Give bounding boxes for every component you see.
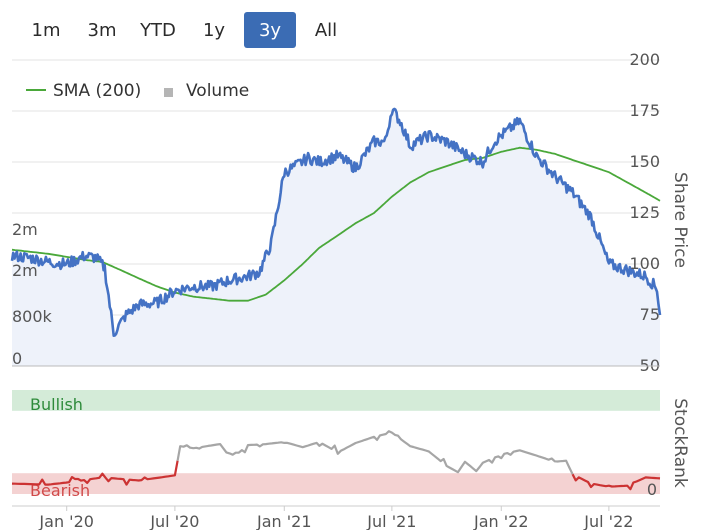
range-tab-3m[interactable]: 3m <box>87 19 117 41</box>
price-y-tick-label: 100 <box>629 254 660 273</box>
volume-y-axis: 0 800k 2m 2m <box>12 220 53 368</box>
stockrank-line-bearish <box>571 473 661 491</box>
sma-line <box>11 146 661 302</box>
stockrank-lines <box>11 430 661 491</box>
range-tabs: 1m 3m YTD 1y 3y All <box>20 12 352 48</box>
stockrank-panel: Bullish Bearish 0 StockRank <box>11 390 690 500</box>
range-tab-all[interactable]: All <box>314 19 338 41</box>
price-y-tick-label: 125 <box>629 203 660 222</box>
range-tab-ytd[interactable]: YTD <box>140 19 176 41</box>
volume-y-tick-label: 800k <box>12 307 53 326</box>
volume-y-tick-label: 2m <box>12 220 38 239</box>
price-y-tick-label: 75 <box>640 305 660 324</box>
x-tick-label: Jan '20 <box>38 512 94 530</box>
bullish-band-label: Bullish <box>30 395 83 414</box>
price-y-tick-label: 175 <box>629 101 660 120</box>
volume-y-tick-label: 2m <box>12 261 38 280</box>
range-tab-1y[interactable]: 1y <box>202 19 226 41</box>
price-y-tick-label: 150 <box>629 152 660 171</box>
volume-legend-swatch <box>164 88 173 97</box>
x-tick-label: Jul '21 <box>366 512 416 530</box>
bearish-band-label: Bearish <box>30 481 90 500</box>
stockrank-line-neutral <box>176 430 574 475</box>
bearish-band <box>12 473 660 494</box>
volume-y-tick-label: 0 <box>12 349 22 368</box>
bullish-band <box>12 390 660 411</box>
x-tick-label: Jan '22 <box>473 512 529 530</box>
x-tick-label: Jul '22 <box>583 512 633 530</box>
stockrank-y-tick-0: 0 <box>647 480 657 499</box>
range-tab-3y[interactable]: 3y <box>244 12 296 48</box>
share-price-axis-label: Share Price <box>670 172 690 268</box>
stockrank-axis-label: StockRank <box>670 398 690 488</box>
volume-legend-label: Volume <box>186 81 249 101</box>
stockrank-line-bearish <box>11 460 179 486</box>
price-y-tick-label: 200 <box>629 50 660 69</box>
range-tab-1m[interactable]: 1m <box>31 19 61 41</box>
sma-legend-label: SMA (200) <box>53 81 141 101</box>
x-axis: Jan '20 Jul '20 Jan '21 Jul '21 Jan '22 Jul '… <box>12 505 660 530</box>
legend: SMA (200) Volume <box>26 81 249 101</box>
x-tick-label: Jan '21 <box>256 512 312 530</box>
price-line <box>10 107 662 337</box>
x-tick-label: Jul '20 <box>149 512 199 530</box>
